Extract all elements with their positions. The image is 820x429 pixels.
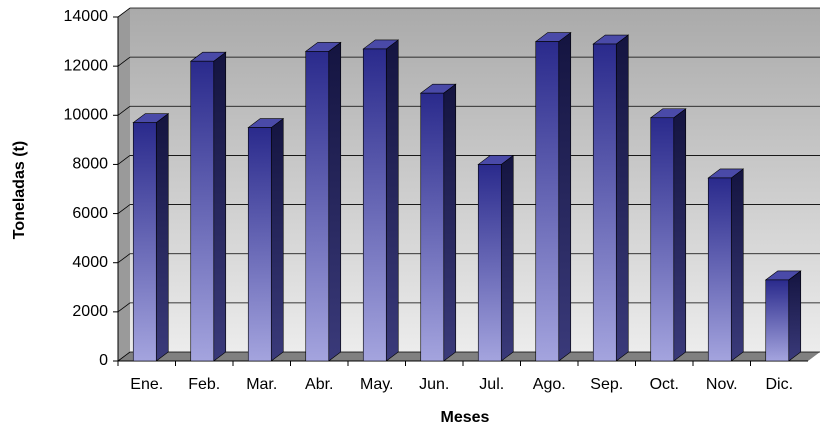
bar-side (213, 51, 227, 362)
bar-side (788, 270, 802, 362)
bar-side (270, 117, 284, 362)
bar-side (443, 83, 457, 362)
x-tick-label: May. (360, 376, 393, 393)
bar-side (615, 34, 629, 362)
bar (132, 122, 157, 362)
x-tick-label: Ago. (533, 376, 566, 393)
bar-side (155, 113, 169, 362)
grid-line-side (117, 302, 131, 313)
y-axis-title: Toneladas (t) (11, 141, 28, 239)
x-tick-label: Jun. (419, 376, 449, 393)
y-tick-label: 14000 (64, 8, 109, 25)
x-tick-label: Nov. (706, 376, 738, 393)
grid-line-side (117, 204, 131, 214)
y-tick-label: 4000 (72, 254, 108, 271)
x-tick-label: Mar. (246, 376, 277, 393)
grid-line-side (117, 253, 131, 264)
x-tick-label: Ene. (130, 376, 163, 393)
x-axis-title: Meses (441, 409, 490, 426)
grid-line-side (117, 105, 131, 116)
x-tick-label: Jul. (479, 376, 504, 393)
bar (765, 279, 790, 362)
bar-side (673, 108, 687, 362)
bar (650, 117, 675, 362)
x-tick-label: Oct. (650, 376, 679, 393)
bar-side (385, 39, 399, 362)
y-tick-label: 10000 (64, 107, 109, 124)
grid-line-side (117, 56, 131, 67)
x-tick-label: Abr. (305, 376, 333, 393)
grid-line-side (117, 351, 131, 362)
side-wall (118, 8, 130, 361)
y-tick-label: 12000 (64, 57, 109, 74)
y-tick-label: 8000 (72, 156, 108, 173)
bar (247, 127, 272, 362)
bar (305, 51, 330, 362)
grid-line-side (117, 7, 131, 18)
bar (535, 41, 560, 362)
bar (592, 43, 617, 362)
bar-side (558, 31, 572, 362)
x-tick-label: Feb. (188, 376, 220, 393)
x-tick-label: Sep. (590, 376, 623, 393)
y-tick-label: 0 (99, 352, 108, 369)
back-wall (130, 8, 820, 352)
floor (118, 352, 820, 361)
y-tick-label: 2000 (72, 303, 108, 320)
bar-side (730, 168, 744, 362)
bar (190, 60, 215, 362)
grid-line-side (117, 155, 131, 165)
x-tick-label: Dic. (765, 376, 793, 393)
bar (420, 92, 445, 362)
bar (477, 164, 502, 362)
bar-side (328, 41, 342, 362)
bar-side (500, 154, 514, 362)
bar (707, 177, 732, 362)
y-tick-label: 6000 (72, 205, 108, 222)
bar (362, 48, 387, 362)
